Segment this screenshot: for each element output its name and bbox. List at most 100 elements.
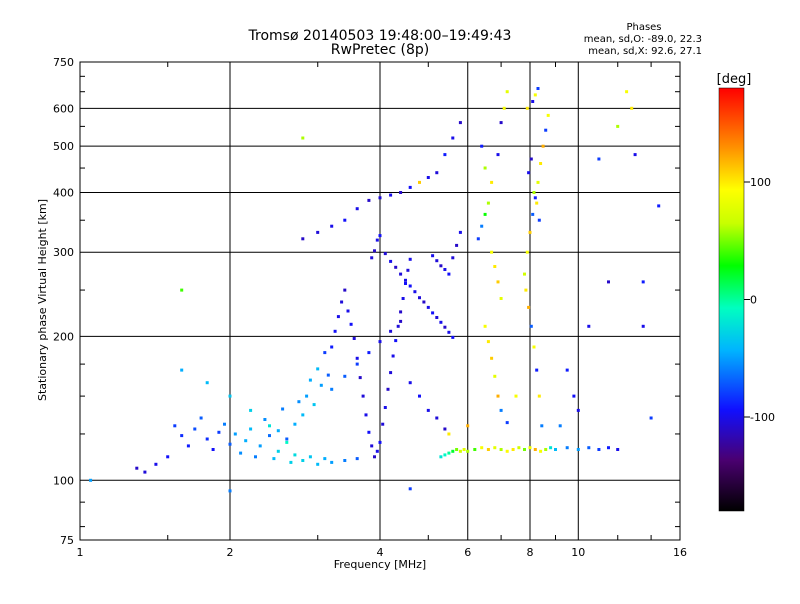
x-tick-label: 4: [377, 546, 384, 559]
scatter-point: [355, 207, 359, 211]
scatter-point: [529, 324, 533, 328]
scatter-point: [355, 362, 359, 366]
scatter-point: [531, 100, 535, 103]
scatter-point: [367, 351, 371, 355]
scatter-point: [499, 297, 503, 300]
scatter-point: [576, 408, 580, 412]
scatter-point: [458, 230, 462, 234]
scatter-point: [565, 446, 569, 450]
scatter-point: [447, 432, 451, 436]
scatter-point: [527, 171, 531, 175]
scatter-point: [330, 460, 334, 464]
y-tick-label: 600: [53, 102, 74, 115]
scatter-point: [499, 121, 503, 125]
scatter-point: [323, 351, 327, 355]
scatter-point: [528, 446, 532, 450]
scatter-point: [576, 448, 580, 451]
scatter-point: [408, 381, 412, 385]
scatter-point: [408, 284, 412, 288]
scatter-point: [383, 406, 387, 409]
scatter-point: [383, 252, 387, 256]
scatter-point: [490, 250, 494, 254]
y-tick-label: 100: [53, 474, 74, 487]
scatter-point: [301, 413, 305, 417]
scatter-point: [301, 459, 305, 462]
scatter-point: [616, 448, 620, 451]
scatter-point: [254, 455, 257, 459]
scatter-point: [316, 367, 320, 371]
scatter-point: [386, 387, 390, 391]
y-axis-label: Stationary phase Virtual Height [km]: [36, 199, 49, 401]
scatter-point: [443, 453, 447, 457]
scatter-point: [565, 368, 569, 372]
scatter-point: [418, 296, 421, 300]
scatter-point: [217, 430, 221, 434]
scatter-point: [364, 413, 368, 417]
scatter-point: [268, 424, 271, 428]
scatter-point: [439, 455, 443, 459]
scatter-point: [546, 113, 550, 117]
scatter-point: [536, 87, 540, 90]
scatter-point: [539, 162, 543, 165]
scatter-point: [499, 408, 503, 412]
scatter-point: [166, 455, 170, 459]
scatter-point: [301, 237, 305, 241]
scatter-point: [205, 381, 209, 385]
scatter-point: [228, 394, 232, 398]
scatter-point: [483, 324, 487, 328]
scatter-point: [418, 180, 421, 184]
scatter-point: [343, 459, 347, 462]
x-axis-ticks: 1 2 4 6 8 10 16: [77, 62, 687, 559]
scatter-point: [549, 446, 553, 450]
scatter-point: [426, 408, 430, 412]
scatter-point: [394, 339, 398, 343]
scatter-point: [399, 191, 403, 194]
scatter-point: [517, 446, 521, 450]
scatter-point: [480, 224, 484, 228]
scatter-point: [435, 171, 439, 175]
scatter-point: [476, 237, 480, 241]
scatter-point: [422, 300, 426, 304]
scatter-point: [268, 434, 271, 438]
scatter-point: [443, 325, 447, 329]
scatter-point: [293, 422, 297, 426]
scatter-point: [381, 422, 385, 426]
scatter-point: [343, 374, 347, 378]
scatter-point: [367, 198, 371, 202]
scatter-point: [558, 424, 562, 428]
scatter-point: [625, 90, 629, 94]
colorbar-unit: [deg]: [717, 72, 752, 87]
scatter-points: [89, 87, 661, 493]
scatter-point: [399, 272, 403, 276]
scatter-point: [180, 368, 184, 372]
scatter-point: [462, 448, 466, 451]
scatter-point: [399, 310, 403, 314]
x-tick-label: 16: [673, 546, 687, 559]
scatter-point: [343, 218, 347, 222]
scatter-point: [223, 422, 226, 426]
scatter-point: [532, 345, 536, 349]
scatter-point: [355, 356, 359, 360]
x-tick-label: 1: [77, 546, 84, 559]
scatter-point: [228, 489, 232, 493]
scatter-point: [435, 316, 439, 319]
scatter-point: [447, 272, 451, 276]
scatter-point: [641, 324, 645, 328]
scatter-point: [233, 432, 237, 436]
scatter-point: [276, 429, 280, 433]
scatter-point: [391, 354, 395, 358]
scatter-point: [154, 462, 158, 466]
x-tick-label: 8: [527, 546, 534, 559]
scatter-point: [443, 427, 447, 431]
scatter-point: [451, 335, 455, 339]
y-tick-label: 200: [53, 330, 74, 343]
scatter-point: [483, 166, 487, 170]
scatter-point: [535, 368, 539, 372]
scatter-point: [281, 407, 285, 411]
scatter-point: [587, 446, 591, 450]
scatter-point: [630, 106, 634, 110]
scatter-point: [633, 153, 637, 157]
scatter-point: [396, 324, 400, 328]
scatter-point: [539, 449, 543, 453]
scatter-point: [473, 448, 477, 451]
